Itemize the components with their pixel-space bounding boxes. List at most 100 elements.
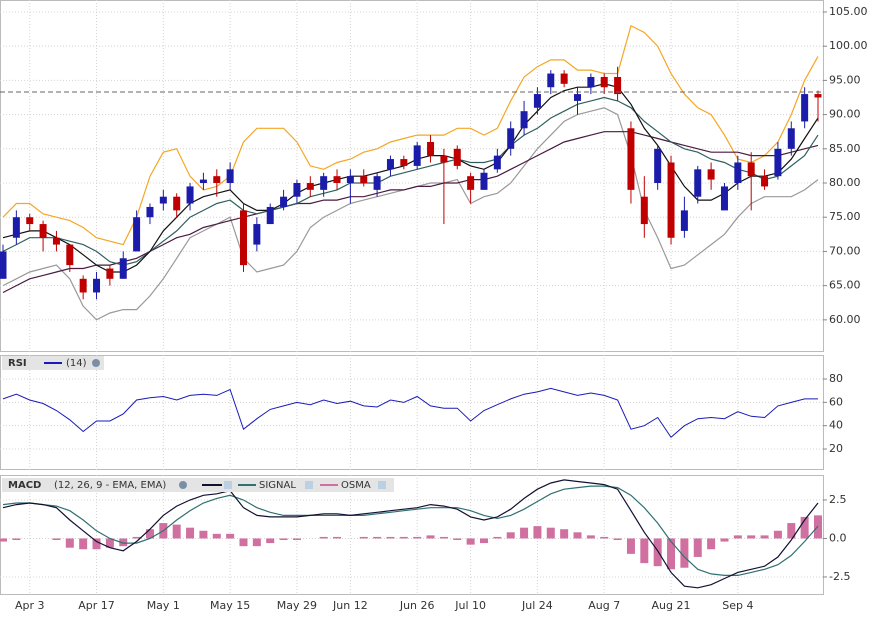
candle-body (333, 176, 341, 184)
candle-body (26, 217, 34, 225)
osma-bar (426, 535, 435, 539)
candle-body (346, 176, 354, 184)
osma-bar (0, 538, 7, 542)
macd-legend-box (2, 478, 394, 492)
candle-body (119, 258, 127, 279)
x-tick-label: Jul 10 (454, 599, 486, 612)
candle-body (787, 128, 795, 149)
osma-bar (667, 538, 676, 570)
candle-body (293, 183, 301, 197)
osma-bar (413, 536, 422, 539)
osma-bar (52, 538, 61, 541)
rsi-title: RSI (8, 358, 27, 369)
osma-bar (747, 535, 756, 539)
y-tick-label: 0.0 (829, 531, 847, 544)
osma-bar (586, 535, 595, 539)
candle-body (173, 196, 181, 211)
osma-bar (319, 536, 328, 539)
y-tick-label: 70.00 (829, 244, 861, 257)
candle-body (694, 169, 702, 197)
line (2, 83, 819, 273)
x-tick-label: Aug 21 (652, 599, 691, 612)
candle-body (266, 206, 274, 225)
panel-frame (0, 475, 824, 595)
candle-body (427, 141, 435, 156)
candle-body (574, 94, 582, 101)
candle-body (400, 159, 408, 166)
y-tick-label: 65.00 (829, 279, 861, 292)
candle-body (213, 176, 221, 184)
osma-bar (252, 538, 261, 547)
candle-body (614, 76, 622, 95)
y-tick-label: 80.00 (829, 176, 861, 189)
osma-bar (493, 536, 502, 539)
x-tick-label: Sep 4 (722, 599, 753, 612)
osma-bar (266, 538, 275, 544)
candle-body (467, 176, 475, 190)
line (2, 387, 818, 439)
osma-bar (720, 538, 729, 542)
osma-bar (506, 532, 515, 539)
osma-bar (733, 535, 742, 539)
toggle-icon[interactable] (224, 481, 232, 489)
x-tick-label: Apr 17 (78, 599, 115, 612)
candle-body (627, 128, 635, 190)
osma-bar (760, 535, 769, 539)
y-tick-label: 100.00 (829, 39, 868, 52)
toggle-icon[interactable] (305, 481, 313, 489)
osma-bar (653, 538, 662, 567)
osma-bar (132, 536, 141, 539)
osma-bar (600, 536, 609, 539)
candle-body (159, 196, 167, 204)
macd-params: (12, 26, 9 - EMA, EMA) (54, 480, 166, 491)
candle-body (734, 162, 742, 184)
osma-bar (373, 536, 382, 539)
osma-bar (279, 538, 288, 541)
osma-bar (145, 529, 154, 539)
line (2, 131, 819, 294)
osma-bar (707, 538, 716, 550)
osma-bar (359, 536, 368, 539)
osma-bar (573, 532, 582, 539)
candle-body (106, 268, 114, 279)
candle-body (0, 251, 7, 279)
candle-body (453, 148, 461, 166)
candle-body (239, 210, 247, 266)
osma-bar (466, 538, 475, 545)
candle-body (774, 148, 782, 177)
osma-bar (680, 538, 689, 568)
panel-frame (0, 355, 824, 470)
osma-bar (626, 538, 635, 554)
candle-body (587, 76, 595, 88)
osma-bar (92, 538, 101, 550)
rsi-legend-label: (14) (66, 358, 87, 369)
settings-icon[interactable] (179, 481, 187, 489)
osma-bar (533, 526, 542, 539)
candle-body (720, 186, 728, 211)
line (2, 485, 819, 576)
candle-body (133, 217, 141, 252)
toggle-icon[interactable] (378, 481, 386, 489)
osma-bar (212, 533, 221, 539)
settings-icon[interactable] (92, 359, 100, 367)
candle-body (654, 148, 662, 184)
candle-body (66, 244, 74, 266)
candle-body (12, 217, 20, 238)
candle-body (640, 196, 648, 225)
osma-bar (560, 529, 569, 539)
candle-body (280, 196, 288, 207)
candle-body (814, 94, 822, 98)
osma-bar (119, 538, 128, 547)
osma-bar (693, 538, 702, 557)
osma-bar (199, 530, 208, 539)
y-tick-label: 105.00 (829, 5, 868, 18)
osma-bar (787, 523, 796, 539)
candle-body (320, 176, 328, 190)
x-tick-label: Apr 3 (15, 599, 45, 612)
candle-body (93, 278, 101, 293)
x-tick-label: May 1 (147, 599, 180, 612)
candle-body (600, 76, 608, 88)
osma-bar (292, 538, 301, 541)
y-tick-label: 95.00 (829, 73, 861, 86)
